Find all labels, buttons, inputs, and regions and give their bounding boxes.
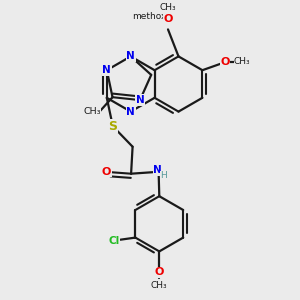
- Text: CH₃: CH₃: [234, 57, 250, 66]
- Text: CH₃: CH₃: [84, 107, 101, 116]
- Text: O: O: [154, 267, 164, 278]
- Text: O: O: [102, 167, 111, 177]
- Text: N: N: [126, 51, 135, 62]
- Text: O: O: [163, 14, 172, 24]
- Text: H: H: [160, 171, 166, 180]
- Text: N: N: [102, 65, 111, 75]
- Text: N: N: [153, 165, 162, 176]
- Text: N: N: [136, 95, 144, 105]
- Text: N: N: [126, 106, 135, 117]
- Text: CH₃: CH₃: [159, 3, 176, 12]
- Text: Cl: Cl: [109, 236, 120, 246]
- Text: O: O: [163, 14, 172, 24]
- Text: O: O: [220, 57, 230, 67]
- Text: CH₃: CH₃: [151, 281, 168, 290]
- Text: N: N: [102, 65, 111, 75]
- Text: S: S: [108, 120, 117, 133]
- Text: methoxy: methoxy: [133, 12, 172, 21]
